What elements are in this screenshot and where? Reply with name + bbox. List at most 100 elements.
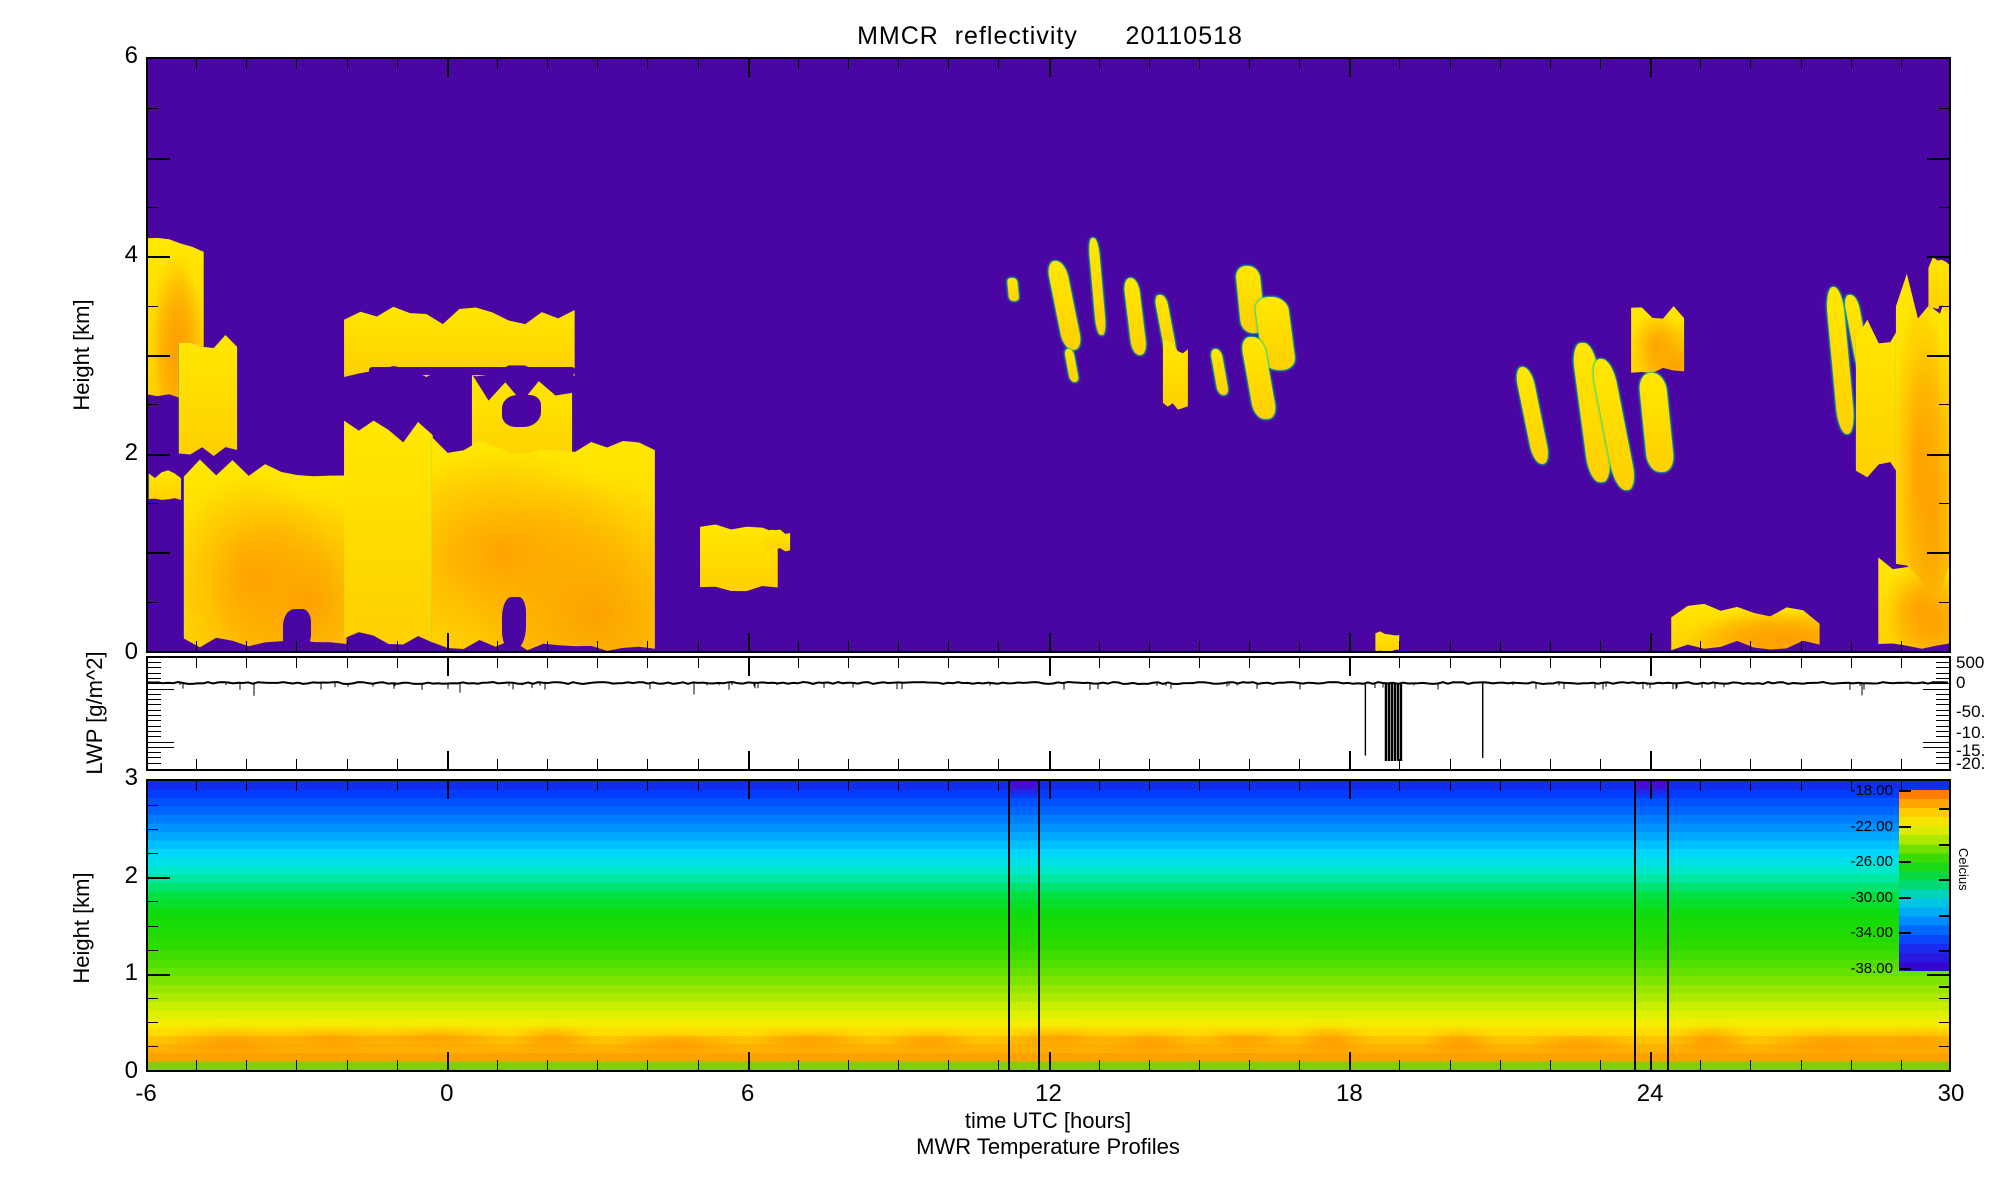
cloud-region	[1122, 277, 1148, 355]
x-tick	[747, 59, 750, 77]
x-tick	[1750, 759, 1752, 769]
cloud-region	[1162, 340, 1188, 410]
x-tick	[1349, 751, 1352, 769]
y-tick-label: 1	[124, 959, 138, 987]
colorbar-tick	[1899, 790, 1911, 792]
y-tick	[1927, 355, 1949, 357]
x-tick	[1098, 1060, 1100, 1070]
x-tick	[1700, 759, 1702, 769]
x-tick	[396, 1060, 398, 1070]
temperature-y-axis-label: Height [km]	[69, 872, 94, 984]
colorbar-label: -26.00	[1850, 853, 1893, 871]
cloud-region	[1375, 631, 1400, 651]
colorbar-label: -22.00	[1850, 817, 1893, 835]
y-tick	[148, 355, 170, 357]
y-tick	[1939, 997, 1949, 999]
x-tick	[647, 1060, 649, 1070]
x-tick	[396, 781, 398, 791]
colorbar-tick	[1939, 986, 1949, 988]
x-tick	[1850, 781, 1852, 791]
x-tick	[1499, 1060, 1501, 1070]
y-tick	[1927, 256, 1949, 259]
x-tick	[1650, 781, 1653, 799]
x-tick	[296, 781, 298, 791]
x-tick	[196, 1060, 198, 1070]
colorbar-label: -18.00	[1850, 782, 1893, 799]
x-tick-label: 18	[1335, 1080, 1363, 1107]
x-tick	[196, 59, 198, 69]
lwp-y-tick	[148, 725, 161, 727]
warm-core-blob	[1191, 1030, 1297, 1051]
x-tick	[948, 781, 950, 791]
x-tick	[1750, 1060, 1752, 1070]
x-tick	[1349, 633, 1352, 651]
x-tick	[1700, 641, 1702, 651]
x-tick	[1249, 641, 1251, 651]
x-tick	[1098, 641, 1100, 651]
warm-core-blob	[877, 1031, 979, 1051]
x-tick	[1249, 59, 1251, 69]
x-tick	[647, 781, 649, 791]
x-tick	[948, 1060, 950, 1070]
x-tick	[1900, 658, 1902, 668]
x-tick	[597, 641, 599, 651]
x-tick	[547, 59, 549, 69]
y-tick	[148, 207, 158, 208]
warm-core-blob	[1524, 1033, 1636, 1054]
warm-core-blob	[1668, 1024, 1753, 1056]
y-tick	[148, 552, 170, 555]
lwp-y-tick	[148, 715, 161, 716]
lwp-y-tick	[1936, 725, 1949, 727]
lwp-y-tick	[148, 709, 161, 711]
x-tick	[747, 1052, 750, 1070]
colorbar-tick	[1939, 843, 1949, 846]
lwp-y-tick	[1936, 693, 1949, 695]
y-tick	[1939, 1045, 1949, 1047]
x-tick	[797, 658, 799, 668]
x-tick	[1650, 658, 1653, 676]
y-tick	[148, 157, 170, 160]
lwp-y-tick	[1936, 730, 1949, 732]
x-tick	[1148, 59, 1150, 69]
x-tick	[1650, 751, 1653, 769]
x-tick	[1098, 759, 1100, 769]
x-tick	[1900, 759, 1902, 769]
x-tick-label: 12	[1035, 1080, 1062, 1107]
colorbar-tick	[1939, 914, 1949, 917]
x-tick	[346, 59, 348, 69]
lwp-y-tick	[1923, 688, 1949, 690]
x-tick	[1600, 658, 1602, 668]
x-tick	[1048, 633, 1051, 651]
lwp-y-tick	[148, 757, 161, 759]
lwp-y-tick	[148, 736, 161, 738]
y-tick	[148, 601, 158, 603]
x-tick	[697, 658, 699, 668]
clear-air-gap-line	[369, 366, 575, 375]
x-tick	[396, 59, 398, 69]
x-tick	[697, 759, 699, 769]
lwp-right-axis-label: -10.	[1956, 723, 1986, 742]
lwp-y-tick	[1936, 667, 1949, 669]
colorbar-tick	[1899, 825, 1911, 828]
x-tick	[898, 781, 900, 791]
x-tick	[346, 781, 348, 791]
x-tick	[1499, 658, 1501, 668]
x-tick	[346, 658, 348, 668]
x-tick	[697, 1060, 699, 1070]
lwp-y-tick	[148, 720, 161, 722]
y-tick-label: 4	[124, 240, 138, 268]
lwp-right-axis-label: -20.	[1956, 754, 1986, 773]
x-tick	[1349, 658, 1352, 676]
x-tick	[998, 641, 1000, 651]
colorbar-tick	[1899, 968, 1911, 970]
x-tick	[1850, 59, 1852, 69]
x-tick	[496, 1060, 498, 1070]
lwp-y-tick	[148, 752, 161, 754]
y-tick	[148, 829, 158, 831]
temperature-panel	[146, 779, 1951, 1072]
lwp-y-tick	[1936, 752, 1949, 754]
y-tick	[148, 949, 158, 951]
warm-core-blob	[742, 1030, 873, 1051]
x-tick	[1048, 59, 1051, 77]
x-tick	[1600, 759, 1602, 769]
